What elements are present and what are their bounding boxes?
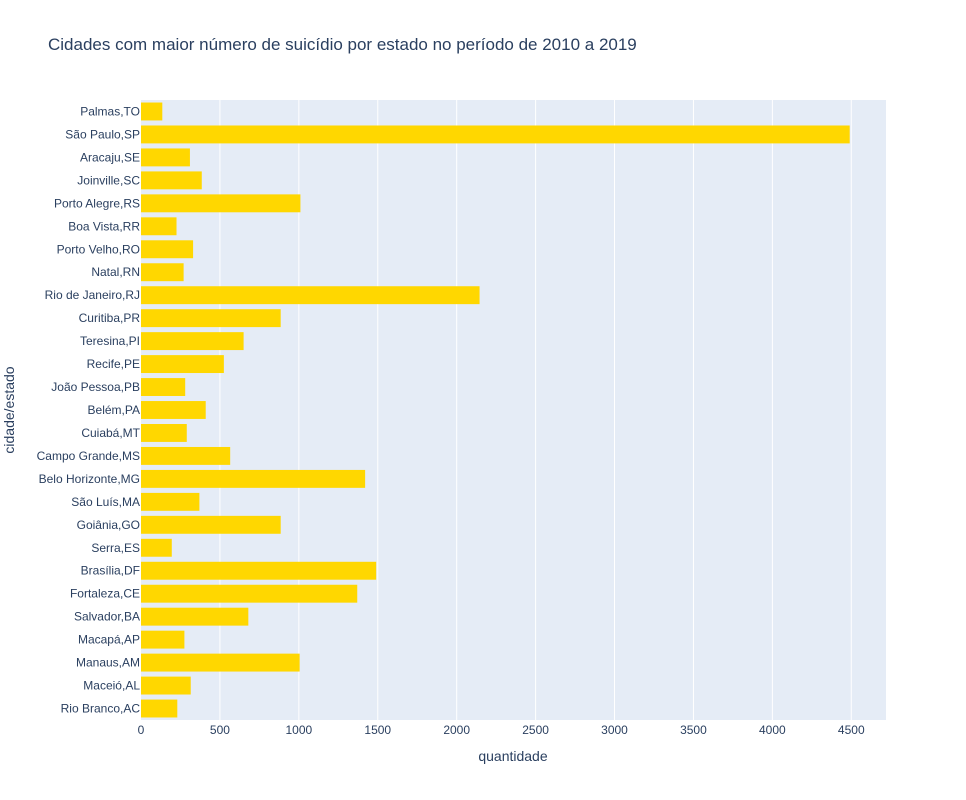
y-tick-label: Porto Velho,RO xyxy=(57,242,140,256)
x-tick-label: 0 xyxy=(138,723,145,737)
y-tick-label: Belo Horizonte,MG xyxy=(39,472,140,486)
y-tick-label: Palmas,TO xyxy=(80,104,140,118)
y-tick-label: Rio de Janeiro,RJ xyxy=(45,288,140,302)
bar xyxy=(141,630,185,649)
bar xyxy=(141,676,191,695)
y-tick-label: Teresina,PI xyxy=(80,334,140,348)
x-tick-label: 4000 xyxy=(759,723,786,737)
bar xyxy=(141,446,231,465)
x-tick-label: 3500 xyxy=(680,723,707,737)
y-tick-label: Manaus,AM xyxy=(76,656,140,670)
plot-background xyxy=(141,100,886,720)
bar xyxy=(141,148,190,167)
bar xyxy=(141,171,202,190)
y-tick-label: João Pessoa,PB xyxy=(51,380,140,394)
bar xyxy=(141,240,194,259)
bar xyxy=(141,125,850,144)
y-tick-label: Belém,PA xyxy=(88,403,140,417)
y-tick-label: Natal,RN xyxy=(91,265,140,279)
y-axis-tick-labels: Palmas,TO São Paulo,SP Aracaju,SE Joinville… xyxy=(37,104,141,715)
bar xyxy=(141,286,480,305)
y-tick-label: Aracaju,SE xyxy=(80,150,140,164)
bar xyxy=(141,515,281,534)
bar xyxy=(141,355,224,374)
bar xyxy=(141,699,178,718)
x-tick-label: 2500 xyxy=(522,723,549,737)
bar xyxy=(141,607,249,626)
y-tick-label: Fortaleza,CE xyxy=(70,587,140,601)
y-tick-label: Joinville,SC xyxy=(77,173,140,187)
x-tick-label: 4500 xyxy=(838,723,865,737)
y-axis-title: cidade/estado xyxy=(1,366,17,453)
bar xyxy=(141,653,300,672)
y-tick-label: Recife,PE xyxy=(87,357,140,371)
bar xyxy=(141,309,281,328)
bars xyxy=(141,102,850,718)
x-tick-label: 3000 xyxy=(601,723,628,737)
y-tick-label: Campo Grande,MS xyxy=(37,449,140,463)
bar xyxy=(141,469,366,488)
bar xyxy=(141,263,184,282)
bar xyxy=(141,584,358,603)
chart-title: Cidades com maior número de suicídio por… xyxy=(48,35,637,54)
y-tick-label: Porto Alegre,RS xyxy=(54,196,140,210)
y-tick-label: Macapá,AP xyxy=(78,633,140,647)
bar xyxy=(141,561,377,580)
bar xyxy=(141,538,172,557)
y-tick-label: Cuiabá,MT xyxy=(81,426,140,440)
y-tick-label: Brasília,DF xyxy=(81,564,140,578)
bar xyxy=(141,332,244,351)
y-tick-label: São Paulo,SP xyxy=(65,127,140,141)
y-tick-label: Salvador,BA xyxy=(74,610,140,624)
y-tick-label: Goiânia,GO xyxy=(77,518,140,532)
bar xyxy=(141,194,301,213)
x-axis-tick-labels: 0 500 1000 1500 2000 2500 3000 3500 4000 4500 xyxy=(138,723,865,737)
x-axis-title: quantidade xyxy=(478,748,548,764)
y-tick-label: Boa Vista,RR xyxy=(68,219,140,233)
bar xyxy=(141,102,163,121)
bar xyxy=(141,492,200,511)
y-tick-label: Serra,ES xyxy=(91,541,140,555)
bar xyxy=(141,424,187,442)
bar xyxy=(141,378,186,396)
y-tick-label: São Luís,MA xyxy=(71,495,140,509)
x-tick-label: 1000 xyxy=(285,723,312,737)
x-tick-label: 1500 xyxy=(364,723,391,737)
bar xyxy=(141,217,177,236)
x-tick-label: 2000 xyxy=(443,723,470,737)
y-tick-label: Rio Branco,AC xyxy=(61,702,141,716)
y-tick-label: Maceió,AL xyxy=(83,679,140,693)
bar xyxy=(141,401,206,419)
x-tick-label: 500 xyxy=(210,723,230,737)
y-tick-label: Curitiba,PR xyxy=(79,311,141,325)
